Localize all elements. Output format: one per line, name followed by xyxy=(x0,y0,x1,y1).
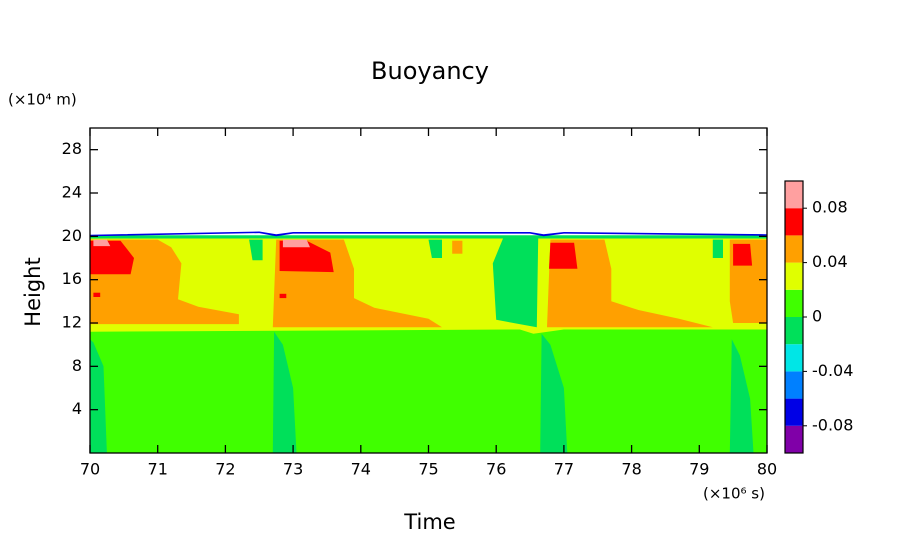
colorbar-swatch xyxy=(785,289,803,317)
contour-region xyxy=(712,239,723,258)
contour-region xyxy=(90,339,107,453)
contour-region xyxy=(549,242,578,269)
colorbar-tick-label: 0.04 xyxy=(812,252,848,271)
x-tick-label: 72 xyxy=(215,460,235,479)
colorbar-tick-label: 0 xyxy=(812,307,822,326)
colorbar-swatch xyxy=(785,344,803,372)
contour-region xyxy=(428,239,442,258)
y-tick-label: 8 xyxy=(72,356,82,375)
colorbar-swatch xyxy=(785,235,803,263)
contour-region xyxy=(279,293,287,299)
x-tick-label: 79 xyxy=(689,460,709,479)
y-tick-label: 28 xyxy=(62,139,82,158)
x-tick-label: 75 xyxy=(418,460,438,479)
y-unit: (×10⁴ m) xyxy=(8,91,77,109)
contour-region xyxy=(547,239,713,328)
colorbar-tick-label: -0.08 xyxy=(812,415,853,434)
contour-region xyxy=(729,339,754,453)
x-tick-label: 78 xyxy=(621,460,641,479)
colorbar-swatch xyxy=(785,262,803,290)
contour-region xyxy=(272,331,297,453)
contour-region xyxy=(90,231,767,237)
x-axis-label: Time xyxy=(403,510,455,534)
x-tick-label: 71 xyxy=(148,460,168,479)
contour-region xyxy=(279,240,334,273)
colorbar-swatch xyxy=(785,398,803,426)
colorbar-tick-label: -0.04 xyxy=(812,361,853,380)
x-tick-label: 74 xyxy=(351,460,371,479)
chart-title: Buoyancy xyxy=(371,57,489,85)
contour-region xyxy=(492,238,539,328)
contour-region xyxy=(452,240,463,254)
x-tick-label: 77 xyxy=(554,460,574,479)
contour-region xyxy=(540,333,568,453)
contour-region xyxy=(93,239,111,247)
contour-region xyxy=(733,243,753,266)
x-tick-label: 76 xyxy=(486,460,506,479)
axes: 70 71 72 73 74 75 76 77 78 79 80481216202428-0.08-… xyxy=(62,127,853,479)
x-tick-label: 73 xyxy=(283,460,303,479)
colorbar-swatch xyxy=(785,181,803,209)
x-tick-label: 80 xyxy=(757,460,777,479)
contour-region xyxy=(249,239,263,261)
colorbar-swatch xyxy=(785,317,803,345)
colorbar: -0.08 -0.04 0 0.04 0.08 xyxy=(784,180,853,454)
x-unit: (×10⁶ s) xyxy=(703,485,765,503)
contour-region xyxy=(93,292,101,297)
colorbar-swatch xyxy=(785,425,803,453)
y-axis-label: Height xyxy=(21,257,45,326)
colorbar-swatch xyxy=(785,208,803,236)
y-tick-label: 20 xyxy=(62,226,82,245)
y-tick-label: 12 xyxy=(62,313,82,332)
colorbar-swatch xyxy=(785,371,803,399)
plot-area xyxy=(90,128,767,453)
y-tick-label: 16 xyxy=(62,269,82,288)
colorbar-tick-label: 0.08 xyxy=(812,198,848,217)
contour-region xyxy=(90,240,134,275)
y-tick-label: 4 xyxy=(72,399,82,418)
contour-field xyxy=(90,231,767,453)
contour-region xyxy=(282,239,310,248)
y-tick-label: 24 xyxy=(62,183,82,202)
x-tick-label: 70 xyxy=(80,460,100,479)
